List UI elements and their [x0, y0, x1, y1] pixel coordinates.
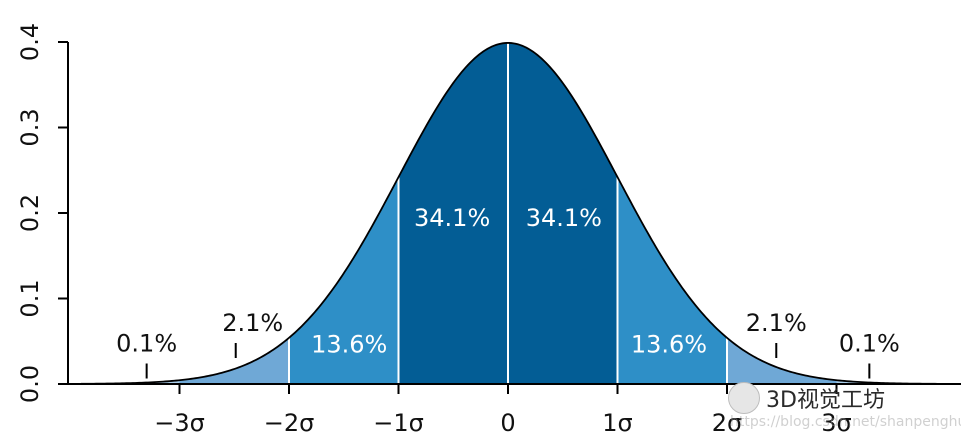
y-tick-label-0: 0.0: [16, 365, 44, 403]
x-tick-label-5: 2σ: [712, 409, 742, 437]
y-tick-label-3: 0.3: [16, 108, 44, 146]
region-label-4: 2.1%: [222, 309, 283, 337]
density-curve: [80, 42, 947, 385]
watermark-brand-text: 3D视觉工坊: [766, 388, 885, 413]
x-tick-label-6: 3σ: [821, 409, 851, 437]
watermark-url: https://blog.csdn.net/shanpenghui: [730, 414, 961, 430]
y-tick-label-4: 0.4: [16, 23, 44, 61]
x-tick-label-2: −1σ: [373, 409, 424, 437]
region-label-5: 2.1%: [746, 309, 807, 337]
region-label-3: 13.6%: [631, 330, 707, 358]
x-tick-label-1: −2σ: [264, 409, 315, 437]
shaded-regions: [80, 42, 946, 385]
percent-labels: 13.6% 34.1% 34.1% 13.6% 2.1% 2.1% 0.1% 0.1%: [116, 204, 900, 379]
region-label-0: 13.6%: [311, 330, 387, 358]
region-5: [727, 337, 837, 384]
region-label-2: 34.1%: [526, 204, 602, 232]
region-label-6: 0.1%: [116, 330, 177, 358]
y-tick-label-1: 0.1: [16, 279, 44, 317]
sigma-dividers: [288, 42, 728, 384]
x-tick-label-4: 1σ: [602, 409, 632, 437]
region-label-1: 34.1%: [414, 204, 490, 232]
x-tick-label-3: 0: [500, 409, 515, 437]
watermark-brand: 3D视觉工坊: [728, 382, 885, 414]
region-4: [179, 337, 289, 384]
y-tick-label-2: 0.2: [16, 194, 44, 232]
axis-ticks: −3σ −2σ −1σ 0 1σ 2σ 3σ 0.0 0.1 0.2 0.3 0.4: [16, 23, 852, 437]
region-label-7: 0.1%: [839, 330, 900, 358]
wechat-icon: [728, 382, 760, 414]
x-tick-label-0: −3σ: [154, 409, 205, 437]
